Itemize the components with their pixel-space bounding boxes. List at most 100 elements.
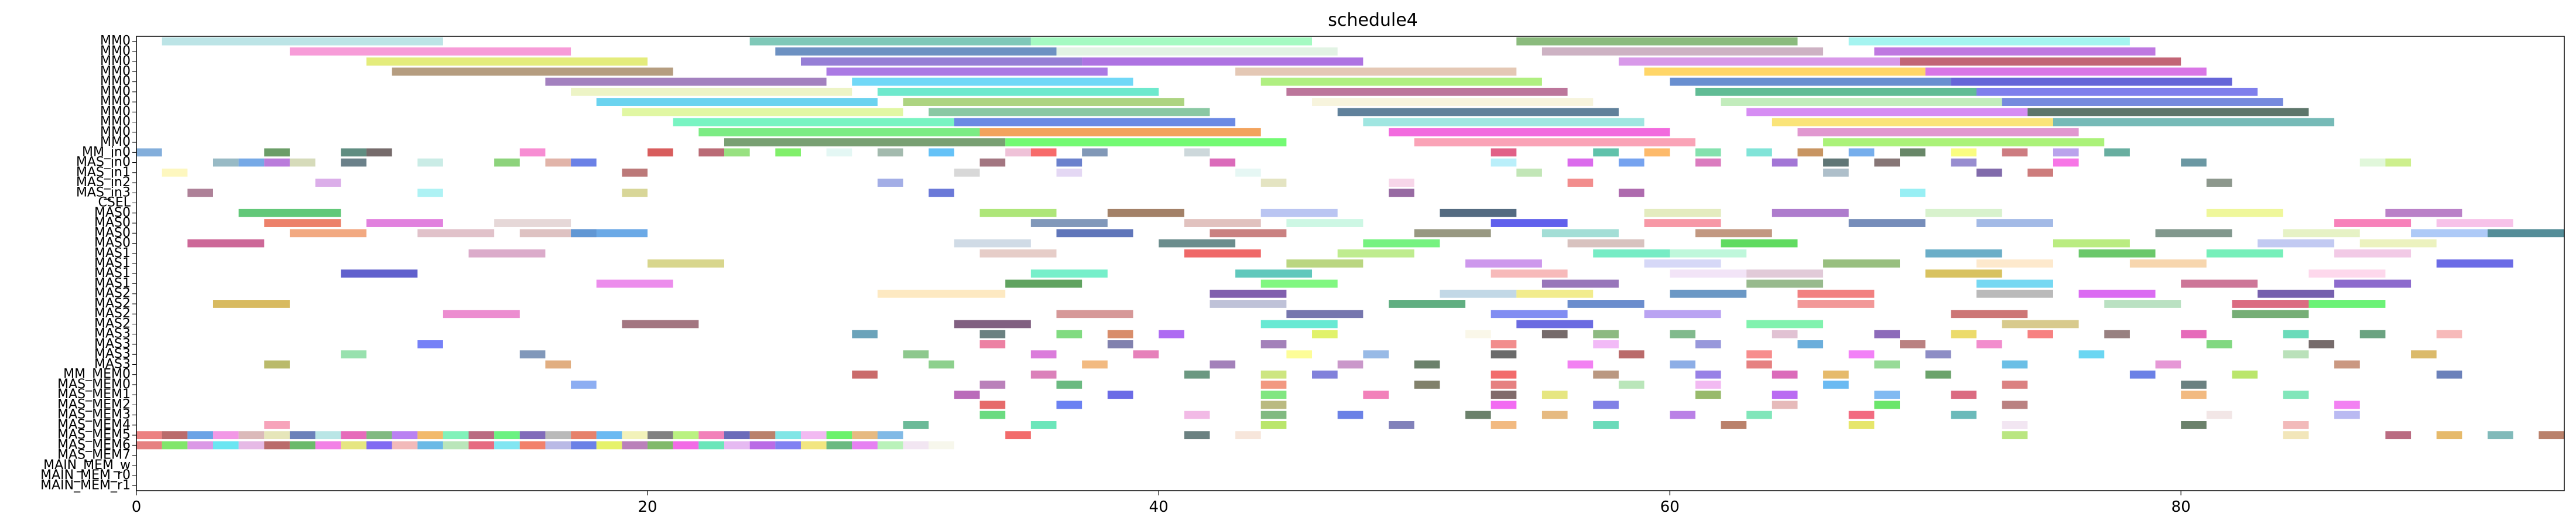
task-bar — [1951, 148, 1976, 157]
task-bar — [571, 229, 648, 238]
task-bar — [2488, 431, 2513, 440]
y-tick-label: MAS0 — [94, 206, 131, 220]
task-bar — [852, 77, 1133, 86]
task-bar — [1746, 360, 1772, 369]
task-bar — [775, 441, 801, 450]
task-bar — [1235, 67, 1517, 76]
task-bars — [136, 37, 2564, 450]
task-bar — [1491, 421, 1517, 429]
task-bar — [187, 431, 213, 440]
task-bar — [494, 431, 520, 440]
y-tick-label: MAS_MEM4 — [57, 418, 131, 432]
task-bar — [1056, 381, 1083, 389]
task-bar — [1260, 77, 1542, 86]
task-bar — [136, 148, 162, 157]
task-bar — [1491, 381, 1517, 389]
task-bar — [2206, 249, 2283, 258]
plot-frame — [136, 36, 2565, 491]
task-bar — [648, 431, 673, 440]
task-bar — [1260, 320, 1338, 328]
y-tick-label: MAS_in1 — [76, 165, 131, 180]
y-tick-label: MAS3 — [94, 337, 131, 351]
task-bar — [2359, 330, 2386, 338]
task-bar — [2436, 219, 2513, 227]
task-bar — [2334, 410, 2360, 419]
task-bar — [1030, 350, 1057, 359]
task-bar — [2436, 431, 2462, 440]
task-bar — [1976, 279, 2053, 288]
task-bar — [1107, 340, 1133, 348]
task-bar — [2258, 239, 2335, 248]
task-bar — [1260, 279, 1338, 288]
task-bar — [1567, 300, 1645, 308]
task-bar — [1618, 57, 1900, 66]
task-bar — [698, 148, 725, 157]
task-bar — [519, 431, 546, 440]
task-bar — [1465, 330, 1491, 338]
task-bar — [979, 381, 1006, 389]
task-bar — [494, 219, 571, 227]
task-bar — [238, 441, 265, 450]
task-bar — [648, 441, 673, 450]
task-bar — [1107, 391, 1133, 399]
task-bar — [1823, 370, 1849, 379]
task-bar — [1337, 360, 1364, 369]
task-bar — [1056, 310, 1133, 319]
task-bar — [545, 77, 827, 86]
task-bar — [571, 158, 597, 167]
task-bar — [852, 441, 878, 450]
task-bar — [622, 441, 648, 450]
task-bar — [443, 431, 469, 440]
task-bar — [1184, 410, 1210, 419]
task-bar — [2359, 239, 2437, 248]
y-tick-label: MM0 — [100, 64, 131, 78]
task-bar — [187, 189, 213, 197]
task-bar — [1644, 148, 1670, 157]
task-bar — [877, 179, 903, 187]
task-bar — [1542, 279, 1619, 288]
task-bar — [1848, 148, 1875, 157]
task-bar — [903, 350, 929, 359]
task-bar — [1695, 158, 1721, 167]
task-bar — [1721, 421, 1747, 429]
task-bar — [1210, 229, 1287, 238]
task-bar — [1260, 340, 1287, 348]
task-bar — [673, 431, 699, 440]
task-bar — [1695, 148, 1721, 157]
y-tick-label: MAS2 — [94, 286, 131, 301]
task-bar — [468, 441, 495, 450]
task-bar — [1695, 87, 1976, 96]
task-bar — [1772, 391, 1798, 399]
task-bar — [1082, 360, 1108, 369]
task-bar — [1082, 148, 1108, 157]
task-bar — [2385, 208, 2462, 217]
task-bar — [1388, 179, 1414, 187]
task-bar — [1414, 138, 1695, 146]
task-bar — [341, 441, 366, 450]
task-bar — [2385, 158, 2411, 167]
task-bar — [1797, 148, 1824, 157]
task-bar — [187, 441, 213, 450]
task-bar — [2206, 340, 2232, 348]
task-bar — [826, 67, 1108, 76]
task-bar — [1005, 431, 1031, 440]
task-bar — [136, 441, 162, 450]
task-bar — [136, 431, 162, 440]
task-bar — [1210, 360, 1236, 369]
task-bar — [673, 118, 954, 126]
task-bar — [366, 431, 392, 440]
task-bar — [979, 340, 1006, 348]
task-bar — [1005, 279, 1083, 288]
task-bar — [979, 249, 1057, 258]
task-bar — [1260, 410, 1287, 419]
task-bar — [1772, 330, 1798, 338]
task-bar — [775, 47, 1057, 56]
task-bar — [1567, 158, 1594, 167]
task-bar — [1414, 381, 1440, 389]
task-bar — [1670, 330, 1695, 338]
task-bar — [929, 148, 954, 157]
task-bar — [979, 410, 1006, 419]
task-bar — [1925, 249, 2002, 258]
task-bar — [417, 158, 443, 167]
task-bar — [2002, 421, 2028, 429]
